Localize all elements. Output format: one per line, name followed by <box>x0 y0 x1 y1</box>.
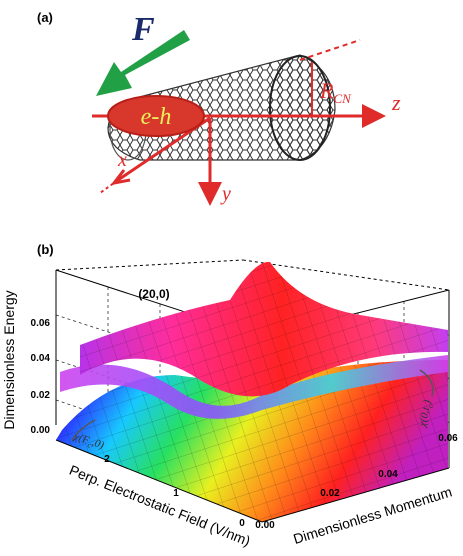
field-tick: 2 <box>104 454 110 465</box>
z-axis-label: z <box>391 90 401 115</box>
panel-a-label: (a) <box>37 10 53 25</box>
z-tick: 0.06 <box>31 318 51 329</box>
z-tick: 0.00 <box>31 425 51 436</box>
exciton-label: e-h <box>141 104 172 130</box>
z-axis-title: Dimensionless Energy <box>1 290 17 429</box>
momentum-annotation-label: χ(0,tc) <box>416 399 436 430</box>
field-tick: 1 <box>173 488 179 499</box>
middle-band <box>60 355 448 419</box>
momentum-annotation-arrow <box>419 369 434 397</box>
z-tick: 0.04 <box>31 353 51 364</box>
panel-b-label: (b) <box>37 242 54 257</box>
force-label: F <box>131 11 155 48</box>
momentum-tick: 0.02 <box>320 488 340 499</box>
tube-index-label: (20,0) <box>138 287 169 301</box>
field-tick: 0 <box>239 518 245 529</box>
front-edges <box>55 439 450 523</box>
radius-dashed-line <box>299 39 361 61</box>
momentum-tick: 0.00 <box>255 520 275 531</box>
field-annotation-arrow <box>71 419 96 441</box>
force-arrow <box>96 30 190 96</box>
exciton-ellipse <box>107 95 205 137</box>
x-axis-label: x <box>117 149 127 171</box>
panel-a: (a) RCN z x y e-h F <box>37 10 401 206</box>
field-annotation-label: χ(Fc,0) <box>71 430 106 453</box>
radius-label: RCN <box>319 78 352 106</box>
nanotube-end-cap <box>269 55 331 161</box>
momentum-tick: 0.06 <box>438 433 458 444</box>
z-tick: 0.02 <box>31 390 51 401</box>
momentum-tick: 0.04 <box>378 469 398 480</box>
surfaces <box>56 261 448 522</box>
panel-b: (b) <box>1 242 458 549</box>
y-axis-label: y <box>220 183 231 205</box>
